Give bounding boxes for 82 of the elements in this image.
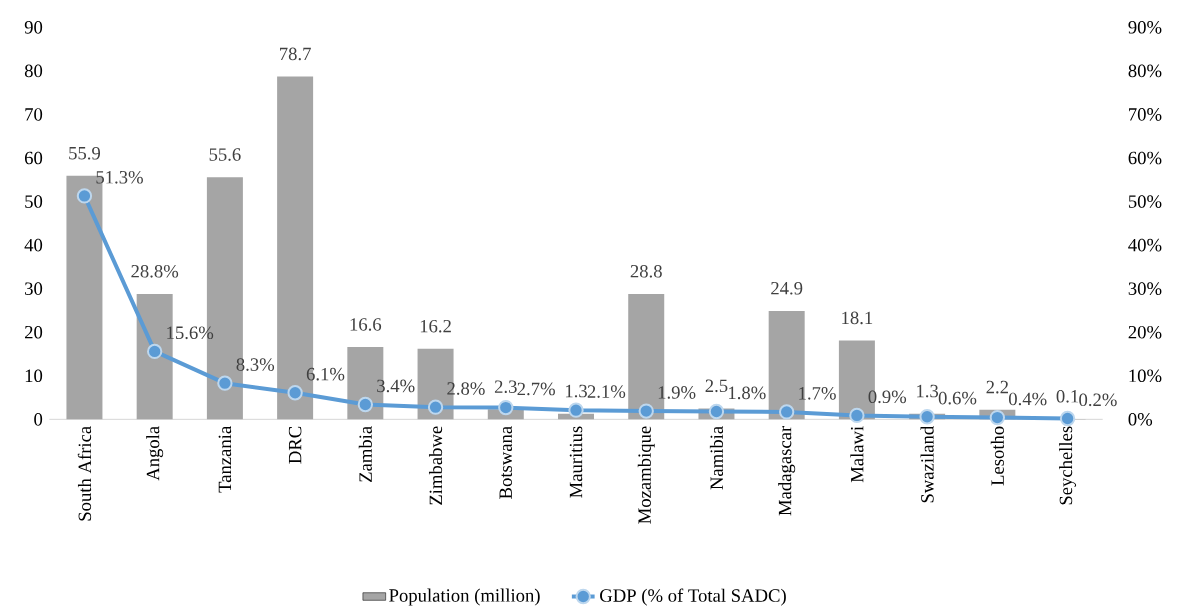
y-tick-label: 0 (34, 413, 43, 426)
legend-label: Population (million) (389, 588, 540, 606)
data-label: 1.8% (729, 386, 766, 400)
point (989, 409, 1006, 426)
y2-tick-label: 80% (1128, 64, 1162, 78)
y2-tick-label: 70% (1129, 108, 1162, 121)
point (1059, 410, 1076, 427)
data-label: 2.2 (986, 380, 1008, 394)
point (217, 375, 233, 391)
y2-tick-label: 90% (1128, 21, 1162, 34)
data-label: 8.3% (236, 358, 275, 371)
data-label: 28.8 (630, 264, 662, 278)
y-tick-label: 70 (25, 108, 43, 121)
point (779, 404, 795, 420)
x-tick-label: South Africa (77, 426, 92, 521)
x-tick-label: Mozambique (637, 426, 655, 524)
point (147, 343, 163, 360)
data-label: 2.3 (494, 380, 517, 394)
x-tick-label: Botswana (499, 426, 512, 499)
y2-tick-label: 0% (1128, 413, 1153, 426)
point (357, 396, 374, 413)
x-tick-label: Namibia (709, 426, 724, 490)
point (849, 407, 865, 424)
data-label: 2.8% (447, 382, 485, 395)
x-tick-label: DRC (288, 426, 302, 464)
x-tick-label: Zambia (358, 426, 372, 482)
data-label: 1.9% (658, 386, 696, 399)
point (498, 399, 514, 416)
data-label: 2.5 (705, 379, 728, 393)
y-tick-label: 50 (25, 195, 43, 208)
point (638, 403, 654, 419)
point (568, 402, 584, 418)
data-label: 0.6% (938, 391, 977, 405)
data-label: 0.4% (1008, 392, 1047, 406)
point (708, 403, 725, 420)
data-label: 0.9% (868, 390, 907, 404)
x-tick-label: Madagascar (778, 425, 796, 516)
y-tick-label: 30 (25, 282, 43, 295)
point (287, 385, 303, 401)
data-label: 55.9 (69, 146, 101, 160)
point (76, 188, 93, 204)
y-tick-label: 60 (24, 151, 43, 165)
point (919, 409, 935, 425)
y-tick-label: 40 (24, 238, 43, 252)
data-label: 3.4% (377, 379, 415, 393)
y-tick-label: 10 (25, 369, 43, 383)
data-label: 51.3% (96, 170, 143, 184)
y2-tick-label: 10% (1129, 369, 1162, 383)
data-label: 24.9 (771, 281, 803, 295)
data-label: 1.7% (799, 386, 836, 400)
x-tick-label: Lesotho (990, 426, 1004, 486)
x-tick-label: Tanzania (218, 426, 232, 493)
y2-tick-label: 50% (1128, 195, 1162, 208)
data-label: 1.3 (565, 384, 587, 398)
data-label: 16.2 (420, 319, 451, 333)
data-label: 18.1 (842, 311, 873, 325)
data-label: 1.3 (917, 384, 939, 398)
data-label: 2.1% (587, 385, 626, 398)
x-tick-label: Angola (146, 426, 164, 481)
data-label: 28.8% (131, 264, 179, 278)
y2-tick-label: 60% (1128, 151, 1162, 165)
y2-tick-label: 30% (1128, 282, 1162, 295)
y-tick-label: 20 (24, 325, 43, 339)
data-label: 0.1 (1056, 389, 1079, 403)
x-tick-label: Malawi (850, 426, 864, 483)
x-tick-label: Mauritius (569, 426, 583, 498)
x-tick-label: Zimbabwe (428, 426, 443, 505)
y-tick-label: 80 (24, 64, 43, 78)
data-label: 2.7% (517, 382, 555, 396)
x-tick-label: Seychelles (1059, 426, 1077, 505)
y-tick-label: 90 (24, 21, 43, 34)
data-label: 16.6 (350, 318, 382, 331)
data-label: 55.6 (209, 148, 241, 161)
y2-tick-label: 20% (1128, 325, 1162, 339)
x-tick-label: Swaziland (920, 426, 934, 503)
data-label: 15.6% (167, 326, 214, 340)
data-label: 0.2% (1079, 393, 1117, 407)
legend-label: GDP (% of Total SADC) (600, 588, 786, 606)
point (427, 399, 444, 415)
data-label: 6.1% (306, 367, 345, 381)
data-label: 78.7 (280, 47, 311, 61)
y2-tick-label: 40% (1128, 238, 1162, 252)
